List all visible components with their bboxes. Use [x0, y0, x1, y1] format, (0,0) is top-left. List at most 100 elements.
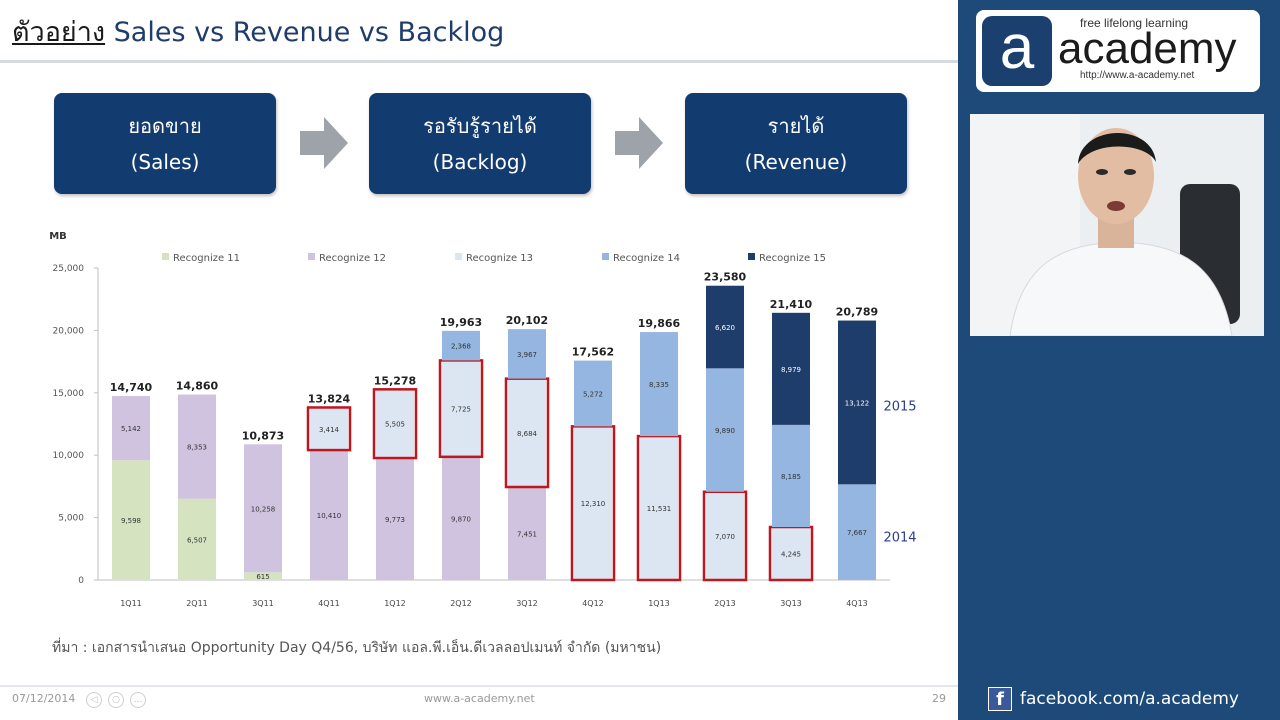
bar-segment: [178, 394, 216, 499]
bar-segment: [442, 360, 480, 457]
slide-menu-button[interactable]: …: [130, 692, 146, 708]
slide-zoom-button[interactable]: ○: [108, 692, 124, 708]
legend-swatch: [748, 253, 755, 260]
legend-swatch: [162, 253, 169, 260]
highlight-box: [636, 434, 682, 582]
facebook-link[interactable]: f facebook.com/a.academy: [988, 686, 1239, 712]
bar-total-label: 20,102: [506, 314, 548, 327]
y-tick-label: 0: [78, 576, 84, 586]
bar-segment: [706, 368, 744, 492]
webcam-feed: [970, 114, 1264, 336]
bar-segment-label: 3,967: [517, 351, 537, 359]
bar-segment: [838, 320, 876, 485]
footer-divider: [0, 685, 958, 687]
year-annotation: 2015: [883, 399, 916, 414]
flow-box-backlog-english: (Backlog): [432, 149, 528, 174]
bar-total-label: 20,789: [836, 306, 878, 319]
bar-segment-label: 7,667: [847, 529, 867, 537]
x-tick-label: 3Q13: [780, 599, 802, 608]
legend-swatch: [308, 253, 315, 260]
highlight-box: [372, 388, 418, 460]
x-tick-label: 1Q12: [384, 599, 406, 608]
y-axis-label: MB: [49, 231, 67, 242]
bar-segment-label: 615: [256, 573, 269, 581]
x-tick-label: 1Q13: [648, 599, 670, 608]
source-note: ที่มา : เอกสารนำเสนอ Opportunity Day Q4/…: [52, 640, 662, 656]
x-tick-label: 1Q11: [120, 599, 142, 608]
bar-segment-label: 9,870: [451, 515, 471, 523]
bar-total-label: 23,580: [704, 271, 747, 284]
bar-segment: [244, 444, 282, 573]
bar-segment-label: 9,773: [385, 516, 405, 524]
bar-segment: [772, 312, 810, 425]
facebook-text: facebook.com/a.academy: [1020, 689, 1239, 709]
bar-segment: [310, 450, 348, 580]
bar-total-label: 17,562: [572, 346, 614, 359]
bar-segment: [838, 484, 876, 580]
logo-wordmark: academy: [1058, 24, 1237, 73]
bar-segment: [772, 527, 810, 580]
bar-segment-label: 2,368: [451, 343, 471, 351]
sidebar-panel: a free lifelong learning academy http://…: [958, 0, 1280, 720]
bar-segment: [640, 436, 678, 580]
flow-box-revenue: รายได้ (Revenue): [685, 93, 907, 194]
flow-box-revenue-thai: รายได้: [767, 113, 825, 138]
bar-segment: [112, 396, 150, 461]
bar-segment: [574, 426, 612, 580]
flow-box-sales-thai: ยอดขาย: [128, 113, 202, 138]
bar-segment-label: 6,620: [715, 324, 735, 332]
bar-segment-label: 9,890: [715, 427, 735, 435]
bar-segment-label: 8,335: [649, 381, 669, 389]
flow-box-sales-english: (Sales): [130, 149, 200, 174]
bar-segment-label: 10,258: [251, 505, 276, 513]
flow-arrow-icon: [615, 117, 663, 169]
bar-segment-label: 7,725: [451, 406, 471, 414]
bar-segment: [112, 460, 150, 580]
title-divider: [0, 60, 958, 63]
presenter-image: [970, 114, 1264, 336]
bar-segment: [508, 329, 546, 379]
flow-box-backlog-thai: รอรับรู้รายได้: [423, 113, 537, 138]
bar-total-label: 19,866: [638, 317, 681, 330]
legend-label: Recognize 12: [319, 253, 386, 264]
bar-segment-label: 5,505: [385, 421, 405, 429]
bar-segment: [442, 456, 480, 580]
bar-segment: [244, 572, 282, 580]
x-tick-label: 4Q13: [846, 599, 868, 608]
bar-segment-label: 8,353: [187, 444, 207, 452]
y-tick-label: 20,000: [53, 326, 85, 336]
bar-segment-label: 12,310: [581, 500, 606, 508]
x-tick-label: 3Q11: [252, 599, 274, 608]
y-tick-label: 25,000: [53, 264, 85, 274]
bar-total-label: 19,963: [440, 316, 482, 329]
bar-segment: [772, 424, 810, 528]
legend-swatch: [455, 253, 462, 260]
legend-label: Recognize 14: [613, 253, 680, 264]
bar-segment-label: 8,185: [781, 473, 801, 481]
legend-label: Recognize 15: [759, 253, 826, 264]
legend-swatch: [602, 253, 609, 260]
bar-total-label: 10,873: [242, 429, 284, 442]
bar-segment-label: 3,414: [319, 426, 340, 434]
slide-nav-button[interactable]: ◁: [86, 692, 102, 708]
academy-logo: a free lifelong learning academy http://…: [976, 10, 1260, 92]
slide: ตัวอย่าง Sales vs Revenue vs Backlog ยอด…: [0, 17, 958, 708]
bar-segment: [508, 378, 546, 488]
y-tick-label: 15,000: [53, 389, 85, 399]
logo-letter: a: [982, 16, 1052, 86]
x-tick-label: 4Q12: [582, 599, 604, 608]
page-number: 29: [932, 692, 946, 705]
bar-segment-label: 13,122: [845, 399, 870, 407]
bar-segment-label: 7,451: [517, 531, 537, 539]
bar-segment: [442, 330, 480, 361]
bar-segment: [376, 458, 414, 580]
highlight-box: [306, 406, 352, 452]
bar-segment-label: 8,979: [781, 366, 801, 374]
bar-segment-label: 5,142: [121, 425, 141, 433]
slide-title-text: Sales vs Revenue vs Backlog: [113, 17, 505, 48]
bar-segment: [640, 332, 678, 437]
bar-total-label: 14,860: [176, 380, 219, 393]
x-tick-label: 3Q12: [516, 599, 538, 608]
x-tick-label: 2Q13: [714, 599, 736, 608]
flow-box-backlog: รอรับรู้รายได้ (Backlog): [369, 93, 591, 194]
